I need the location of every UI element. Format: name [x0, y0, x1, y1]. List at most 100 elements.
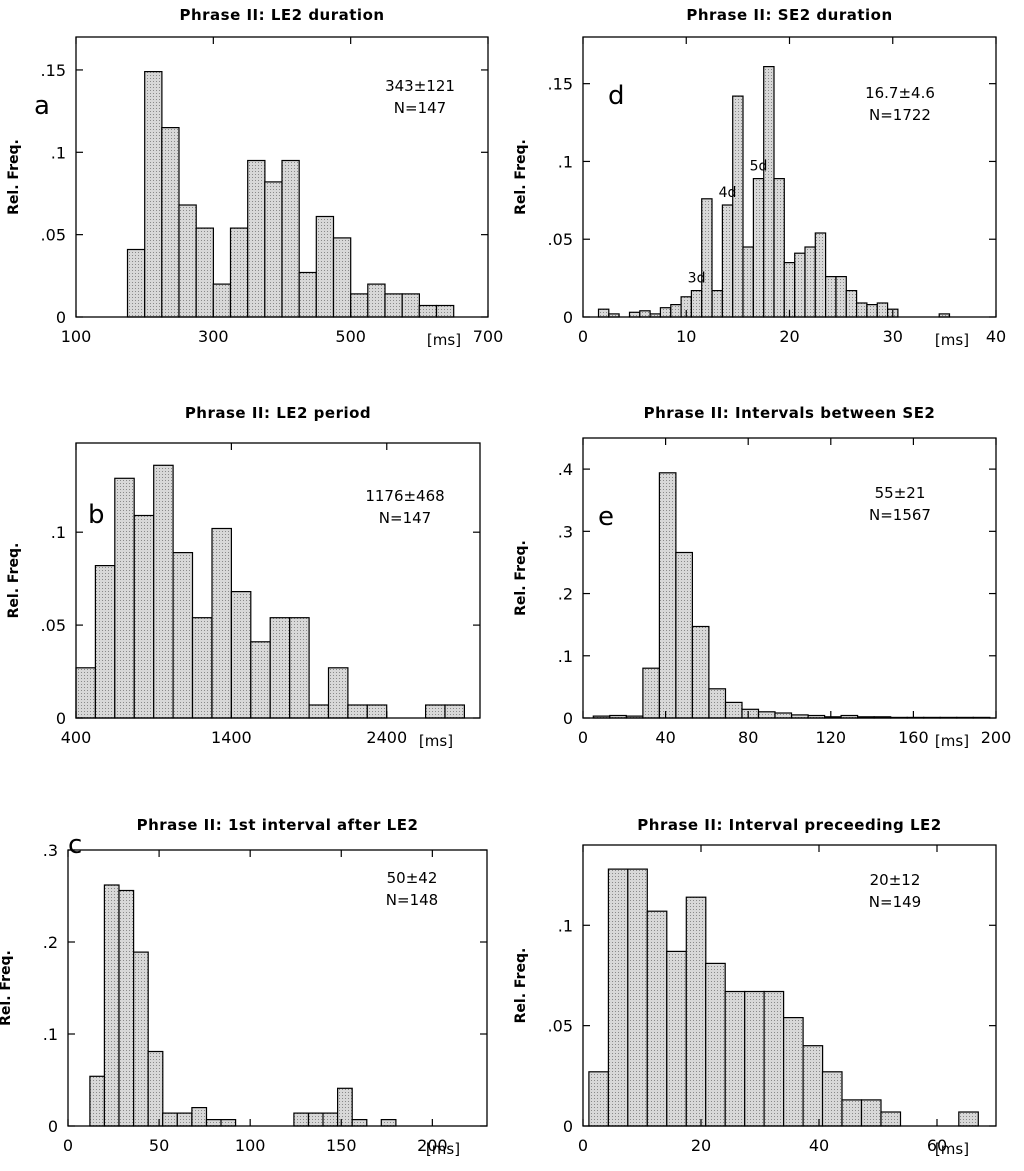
bar — [289, 617, 310, 719]
bar — [367, 283, 386, 318]
bar — [732, 95, 744, 318]
stats-n: N=1722 — [869, 106, 931, 124]
bar — [880, 1111, 902, 1127]
y-tick-label: .2 — [558, 585, 573, 604]
y-axis-label: Rel. Freq. — [513, 948, 529, 1024]
bar — [639, 310, 651, 318]
panel-letter: d — [608, 81, 625, 111]
y-tick-label: .1 — [558, 916, 573, 935]
bar — [794, 252, 806, 318]
bar — [176, 1112, 193, 1127]
bar — [307, 1112, 324, 1127]
plot-frame — [75, 36, 489, 318]
bar — [322, 1112, 339, 1127]
y-tick-label: .3 — [558, 522, 573, 541]
bar — [281, 159, 300, 318]
bar — [293, 1112, 310, 1127]
bar — [821, 1071, 843, 1127]
plot-frame — [67, 849, 488, 1127]
x-unit-label: [ms] — [419, 732, 453, 750]
x-tick-label: 2400 — [366, 728, 407, 747]
x-tick-label: 40 — [986, 327, 1006, 346]
bar — [708, 688, 727, 719]
bar — [845, 290, 858, 318]
bar — [144, 70, 163, 318]
bar — [744, 990, 765, 1127]
x-tick-label: 30 — [883, 327, 903, 346]
stats-n: N=148 — [386, 891, 438, 909]
chart-panel-e: Phrase II: Intervals between SE2 0 40 80 120… — [513, 404, 1011, 750]
bar — [814, 232, 827, 318]
chart-title: Phrase II: LE2 period — [185, 404, 371, 422]
bar — [418, 304, 438, 318]
stats-n: N=147 — [394, 99, 446, 117]
bar — [247, 159, 266, 318]
bar — [298, 271, 318, 318]
panel-letter: a — [34, 91, 50, 121]
x-tick-label: 0 — [578, 728, 588, 747]
bar — [337, 1087, 353, 1127]
bar — [675, 551, 694, 719]
bar — [230, 590, 252, 719]
y-tick-label: 0 — [48, 1117, 58, 1136]
bar — [757, 711, 776, 719]
bar — [220, 1118, 237, 1127]
y-tick-label: 0 — [563, 709, 573, 728]
x-tick-label: 150 — [326, 1136, 357, 1155]
bar — [866, 304, 878, 318]
panel-letter: e — [598, 502, 614, 532]
bar — [597, 308, 610, 318]
y-tick-label: .05 — [41, 226, 66, 245]
bar — [841, 1099, 863, 1127]
y-tick-label: .1 — [558, 152, 573, 171]
y-tick-label: .1 — [43, 1025, 58, 1044]
x-tick-label: 0 — [578, 1136, 588, 1155]
bar — [250, 641, 271, 719]
bar — [742, 246, 754, 318]
chart-title: Phrase II: Interval preceeding LE2 — [637, 816, 941, 834]
bar — [211, 527, 232, 719]
bar — [191, 617, 213, 719]
bar — [161, 126, 180, 318]
chart-panel-a: Phrase II: LE2 duration 100 300 500 700 0 .05.… — [6, 6, 503, 349]
bar — [315, 215, 335, 318]
y-tick-label: .15 — [548, 75, 573, 94]
bar — [172, 551, 194, 719]
stats-mean-sd: 20±12 — [870, 871, 921, 889]
bar — [94, 564, 116, 719]
bar — [133, 951, 149, 1127]
bar — [721, 204, 734, 318]
stats-n: N=1567 — [869, 506, 931, 524]
bar — [384, 293, 403, 318]
bar — [690, 290, 703, 318]
stats-mean-sd: 55±21 — [875, 484, 926, 502]
bar — [147, 1050, 164, 1127]
bar — [332, 237, 352, 318]
bar — [774, 712, 793, 719]
bar — [133, 514, 155, 719]
bar — [783, 262, 796, 318]
x-unit-label: [ms] — [426, 1140, 460, 1158]
x-tick-label: 1400 — [211, 728, 252, 747]
bar — [205, 1118, 222, 1127]
peak-annotation: 4d — [719, 185, 737, 201]
bar — [212, 283, 232, 318]
bar — [347, 704, 368, 719]
bar — [627, 868, 648, 1127]
x-tick-label: 200 — [417, 1136, 448, 1155]
chart-title: Phrase II: 1st interval after LE2 — [137, 816, 419, 834]
plot-frame — [582, 844, 997, 1127]
y-tick-label: .05 — [548, 230, 573, 249]
x-unit-label: [ms] — [935, 1140, 969, 1158]
x-tick-label: 0 — [63, 1136, 73, 1155]
bar — [308, 704, 330, 719]
bar — [425, 704, 446, 719]
bar — [763, 990, 785, 1127]
bar — [691, 625, 710, 719]
bar — [642, 667, 661, 719]
bar — [773, 178, 785, 318]
stats-mean-sd: 1176±468 — [365, 487, 444, 505]
peak-annotation: 3d — [688, 271, 706, 287]
bar — [701, 198, 713, 318]
bar — [752, 178, 765, 318]
